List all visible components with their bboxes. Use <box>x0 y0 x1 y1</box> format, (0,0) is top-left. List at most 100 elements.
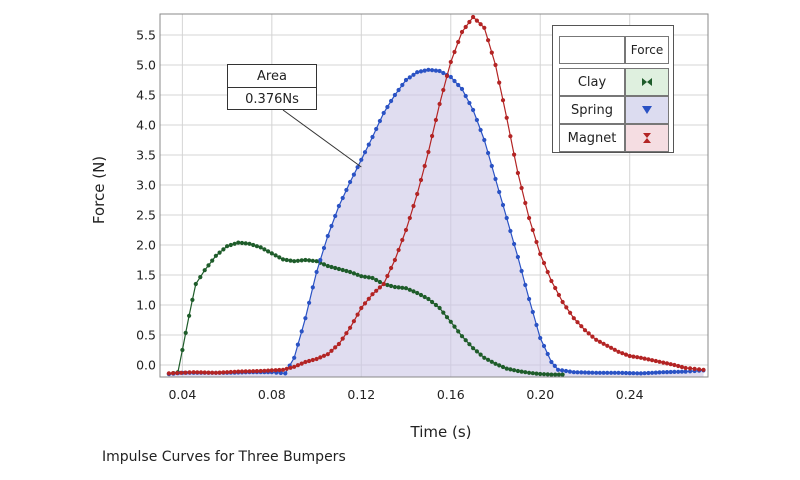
data-point-spring <box>661 370 666 375</box>
data-point-clay <box>377 279 382 285</box>
data-point-spring <box>385 104 390 110</box>
data-point-magnet <box>344 331 349 336</box>
data-point-magnet <box>170 371 176 376</box>
data-point-clay <box>560 372 565 377</box>
data-point-magnet <box>541 260 547 266</box>
data-point-clay <box>202 268 207 273</box>
data-point-magnet <box>597 339 603 344</box>
data-point-clay <box>448 319 453 324</box>
data-point-magnet <box>586 331 591 336</box>
data-point-magnet <box>642 356 647 361</box>
data-point-magnet <box>575 320 580 325</box>
data-point-spring <box>430 68 435 73</box>
annotation-title: Area <box>257 68 287 84</box>
data-point-spring <box>545 351 550 357</box>
data-point-magnet <box>500 98 506 103</box>
data-point-magnet <box>381 281 386 287</box>
data-point-clay <box>527 370 532 375</box>
y-tick-label: 2.0 <box>136 238 156 253</box>
x-tick-label: 0.24 <box>616 387 644 402</box>
data-point-magnet <box>430 133 435 139</box>
data-point-spring <box>448 74 453 80</box>
data-point-magnet <box>251 369 256 374</box>
data-point-spring <box>389 98 394 104</box>
data-point-clay <box>523 370 528 375</box>
data-point-magnet <box>478 22 483 27</box>
data-point-magnet <box>422 163 427 169</box>
data-point-magnet <box>467 19 472 25</box>
data-point-spring <box>355 165 360 170</box>
data-point-magnet <box>225 370 230 375</box>
ticks: 0.04 0.08 0.12 0.16 0.20 0.24 0.0 0.5 1.0 1.5 2.0 2… <box>136 28 644 403</box>
data-point-magnet <box>612 347 617 352</box>
data-point-spring <box>463 93 468 99</box>
data-point-clay <box>284 257 289 263</box>
y-tick-label: 0.5 <box>136 328 156 343</box>
data-point-magnet <box>198 370 204 375</box>
data-point-magnet <box>549 278 554 284</box>
data-point-spring <box>321 245 327 251</box>
data-point-spring <box>489 163 494 169</box>
triangle-marker-icon <box>642 106 652 114</box>
data-point-clay <box>482 355 487 360</box>
legend-label-spring: Spring <box>559 96 625 124</box>
data-point-spring <box>415 70 420 75</box>
data-point-clay <box>452 324 457 329</box>
data-point-magnet <box>333 345 338 350</box>
data-point-spring <box>609 370 614 375</box>
data-point-spring <box>511 241 517 247</box>
data-point-clay <box>210 258 215 263</box>
data-point-magnet <box>556 292 562 298</box>
data-point-spring <box>642 371 647 376</box>
data-point-magnet <box>385 273 390 279</box>
data-point-clay <box>486 357 491 362</box>
data-point-clay <box>232 241 237 246</box>
data-point-magnet <box>538 251 543 257</box>
data-point-spring <box>623 370 629 376</box>
data-point-magnet <box>321 353 327 358</box>
data-point-magnet <box>545 269 550 275</box>
data-point-magnet <box>474 18 479 23</box>
data-point-magnet <box>676 363 681 369</box>
data-point-spring <box>679 369 685 374</box>
data-point-magnet <box>590 334 595 339</box>
data-point-clay <box>433 302 438 308</box>
data-point-magnet <box>486 38 491 43</box>
data-point-spring <box>467 100 472 106</box>
data-point-clay <box>545 372 550 377</box>
data-point-spring <box>329 223 334 229</box>
data-point-spring <box>497 189 502 195</box>
annotation-value: 0.376Ns <box>228 87 316 110</box>
data-point-spring <box>471 107 476 113</box>
data-point-magnet <box>534 239 539 245</box>
data-point-spring <box>586 370 591 375</box>
data-point-spring <box>597 370 603 375</box>
y-tick-label: 5.0 <box>136 58 156 73</box>
data-point-spring <box>594 370 599 375</box>
data-point-magnet <box>228 369 233 375</box>
data-point-magnet <box>396 247 401 253</box>
data-point-clay <box>538 371 543 377</box>
data-point-magnet <box>247 369 252 374</box>
data-point-clay <box>292 259 297 264</box>
y-tick-label: 0.0 <box>136 358 156 373</box>
data-point-clay <box>348 269 353 275</box>
data-point-clay <box>459 334 465 339</box>
data-point-clay <box>392 284 397 290</box>
data-point-spring <box>552 363 557 368</box>
data-point-spring <box>508 228 513 234</box>
data-point-spring <box>567 369 573 374</box>
data-point-magnet <box>508 134 513 139</box>
data-point-magnet <box>511 152 517 157</box>
data-point-clay <box>307 258 312 263</box>
data-point-clay <box>359 274 364 279</box>
data-point-clay <box>556 372 562 377</box>
data-point-clay <box>519 369 524 374</box>
series-layer <box>166 14 706 377</box>
data-point-spring <box>616 370 621 375</box>
data-point-clay <box>471 346 476 351</box>
data-point-magnet <box>213 370 218 375</box>
data-point-magnet <box>258 368 263 374</box>
data-point-magnet <box>437 101 442 107</box>
data-point-magnet <box>638 355 644 360</box>
